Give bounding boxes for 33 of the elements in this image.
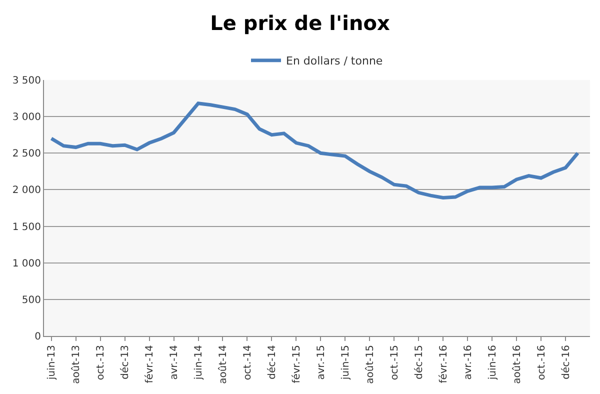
x-tick-label: août-15 (364, 345, 376, 384)
legend-label: En dollars / tonne (286, 54, 383, 68)
y-tick-label: 0 (34, 332, 41, 342)
x-tick-label: avr.-15 (316, 345, 327, 380)
x-tick-label: déc-13 (120, 345, 132, 380)
chart-title: Le prix de l'inox (210, 10, 390, 35)
x-tick-label: déc-16 (560, 345, 572, 380)
y-tick-label: 1 500 (12, 222, 41, 233)
x-tick-label: juin-13 (46, 345, 58, 381)
x-tick-label: avr.-14 (169, 345, 180, 380)
x-tick-label: févr.-14 (144, 345, 156, 384)
x-tick-label: déc-15 (414, 345, 425, 380)
x-tick-label: oct.-16 (536, 345, 548, 380)
x-tick-label: déc-14 (266, 345, 278, 380)
y-tick-label: 1 000 (12, 258, 41, 270)
x-tick-label: juin-15 (340, 345, 352, 381)
x-tick-label: févr.-15 (291, 345, 302, 384)
x-tick-label: févr.-16 (438, 345, 450, 384)
x-tick-label: août-14 (218, 345, 229, 384)
x-tick-label: oct.-14 (242, 345, 254, 380)
y-tick-label: 3 500 (12, 76, 41, 86)
x-tick-label: juin-16 (487, 345, 498, 381)
x-tick-label: oct.-15 (389, 345, 400, 380)
y-tick-label: 3 000 (12, 112, 41, 124)
x-tick-label: oct.-13 (96, 345, 107, 380)
x-tick-label: juin-14 (194, 345, 204, 381)
y-tick-label: 2 500 (12, 148, 41, 160)
y-tick-label: 2 000 (12, 185, 41, 196)
x-tick-label: avr.-16 (462, 345, 474, 380)
x-tick-label: août-16 (512, 345, 523, 384)
line-series (50, 102, 580, 200)
x-tick-label: août-13 (71, 345, 82, 384)
y-tick-label: 500 (22, 294, 41, 306)
